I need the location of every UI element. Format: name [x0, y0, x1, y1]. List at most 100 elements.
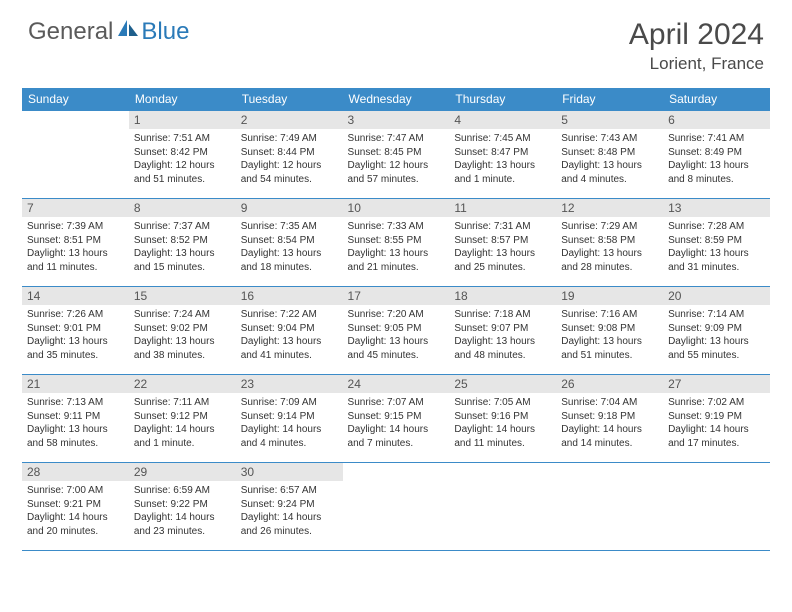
- calendar-day-cell: 10 Sunrise: 7:33 AMSunset: 8:55 PMDayligh…: [343, 199, 450, 287]
- calendar-day-cell: [556, 463, 663, 551]
- calendar-day-cell: 26 Sunrise: 7:04 AMSunset: 9:18 PMDayligh…: [556, 375, 663, 463]
- day-details: Sunrise: 7:26 AMSunset: 9:01 PMDaylight:…: [27, 308, 124, 362]
- brand-sail-icon: [117, 19, 139, 37]
- calendar-day-cell: 18 Sunrise: 7:18 AMSunset: 9:07 PMDayligh…: [449, 287, 556, 375]
- calendar-week-row: 28 Sunrise: 7:00 AMSunset: 9:21 PMDayligh…: [22, 463, 770, 551]
- day-number: 27: [663, 375, 770, 393]
- calendar-day-cell: 2 Sunrise: 7:49 AMSunset: 8:44 PMDaylight…: [236, 111, 343, 199]
- day-details: Sunrise: 7:09 AMSunset: 9:14 PMDaylight:…: [241, 396, 338, 450]
- calendar-week-row: 14Sunrise: 7:26 AMSunset: 9:01 PMDayligh…: [22, 287, 770, 375]
- calendar-day-cell: 12 Sunrise: 7:29 AMSunset: 8:58 PMDayligh…: [556, 199, 663, 287]
- day-details: Sunrise: 7:28 AMSunset: 8:59 PMDaylight:…: [668, 220, 765, 274]
- calendar-day-cell: 17Sunrise: 7:20 AMSunset: 9:05 PMDayligh…: [343, 287, 450, 375]
- calendar-body: 1 Sunrise: 7:51 AMSunset: 8:42 PMDaylight…: [22, 111, 770, 551]
- day-number: 28: [22, 463, 129, 481]
- calendar-day-cell: 27 Sunrise: 7:02 AMSunset: 9:19 PMDayligh…: [663, 375, 770, 463]
- day-details: Sunrise: 7:33 AMSunset: 8:55 PMDaylight:…: [348, 220, 445, 274]
- day-details: Sunrise: 7:43 AMSunset: 8:48 PMDaylight:…: [561, 132, 658, 186]
- day-number: 26: [556, 375, 663, 393]
- day-details: Sunrise: 7:37 AMSunset: 8:52 PMDaylight:…: [134, 220, 231, 274]
- day-details: Sunrise: 7:41 AMSunset: 8:49 PMDaylight:…: [668, 132, 765, 186]
- calendar-day-cell: [22, 111, 129, 199]
- calendar-day-cell: 25 Sunrise: 7:05 AMSunset: 9:16 PMDayligh…: [449, 375, 556, 463]
- day-details: Sunrise: 7:47 AMSunset: 8:45 PMDaylight:…: [348, 132, 445, 186]
- day-details: Sunrise: 7:49 AMSunset: 8:44 PMDaylight:…: [241, 132, 338, 186]
- calendar-day-cell: 19Sunrise: 7:16 AMSunset: 9:08 PMDayligh…: [556, 287, 663, 375]
- brand-text-2: Blue: [141, 18, 189, 46]
- day-number: 24: [343, 375, 450, 393]
- day-details: Sunrise: 7:13 AMSunset: 9:11 PMDaylight:…: [27, 396, 124, 450]
- calendar-day-cell: 24 Sunrise: 7:07 AMSunset: 9:15 PMDayligh…: [343, 375, 450, 463]
- weekday-header: Monday: [129, 88, 236, 111]
- calendar-day-cell: 8 Sunrise: 7:37 AMSunset: 8:52 PMDaylight…: [129, 199, 236, 287]
- day-number: 2: [236, 111, 343, 129]
- header: General Blue April 2024 Lorient, France: [0, 0, 792, 82]
- day-details: Sunrise: 7:07 AMSunset: 9:15 PMDaylight:…: [348, 396, 445, 450]
- day-number: 23: [236, 375, 343, 393]
- day-number: 10: [343, 199, 450, 217]
- weekday-header: Tuesday: [236, 88, 343, 111]
- calendar-day-cell: [343, 463, 450, 551]
- brand-logo: General Blue: [28, 18, 189, 46]
- calendar-day-cell: 15Sunrise: 7:24 AMSunset: 9:02 PMDayligh…: [129, 287, 236, 375]
- weekday-header: Saturday: [663, 88, 770, 111]
- day-number: 3: [343, 111, 450, 129]
- day-number: 11: [449, 199, 556, 217]
- day-details: Sunrise: 7:51 AMSunset: 8:42 PMDaylight:…: [134, 132, 231, 186]
- day-details: Sunrise: 7:00 AMSunset: 9:21 PMDaylight:…: [27, 484, 124, 538]
- weekday-header: Wednesday: [343, 88, 450, 111]
- day-number: 22: [129, 375, 236, 393]
- calendar-day-cell: [449, 463, 556, 551]
- day-number: 9: [236, 199, 343, 217]
- calendar-day-cell: 30 Sunrise: 6:57 AMSunset: 9:24 PMDayligh…: [236, 463, 343, 551]
- day-number: 7: [22, 199, 129, 217]
- calendar-day-cell: 14Sunrise: 7:26 AMSunset: 9:01 PMDayligh…: [22, 287, 129, 375]
- day-number: 8: [129, 199, 236, 217]
- day-details: Sunrise: 7:14 AMSunset: 9:09 PMDaylight:…: [668, 308, 765, 362]
- calendar-day-cell: 7 Sunrise: 7:39 AMSunset: 8:51 PMDaylight…: [22, 199, 129, 287]
- calendar-day-cell: 22Sunrise: 7:11 AMSunset: 9:12 PMDayligh…: [129, 375, 236, 463]
- calendar-week-row: 21Sunrise: 7:13 AMSunset: 9:11 PMDayligh…: [22, 375, 770, 463]
- day-details: Sunrise: 7:35 AMSunset: 8:54 PMDaylight:…: [241, 220, 338, 274]
- day-details: Sunrise: 7:22 AMSunset: 9:04 PMDaylight:…: [241, 308, 338, 362]
- day-number: 20: [663, 287, 770, 305]
- calendar-day-cell: 20 Sunrise: 7:14 AMSunset: 9:09 PMDayligh…: [663, 287, 770, 375]
- day-number: 1: [129, 111, 236, 129]
- day-details: Sunrise: 7:05 AMSunset: 9:16 PMDaylight:…: [454, 396, 551, 450]
- calendar-table: Sunday Monday Tuesday Wednesday Thursday…: [22, 88, 770, 551]
- calendar-day-cell: 23 Sunrise: 7:09 AMSunset: 9:14 PMDayligh…: [236, 375, 343, 463]
- weekday-header: Thursday: [449, 88, 556, 111]
- weekday-header: Sunday: [22, 88, 129, 111]
- day-details: Sunrise: 7:02 AMSunset: 9:19 PMDaylight:…: [668, 396, 765, 450]
- calendar-day-cell: 16 Sunrise: 7:22 AMSunset: 9:04 PMDayligh…: [236, 287, 343, 375]
- day-details: Sunrise: 6:57 AMSunset: 9:24 PMDaylight:…: [241, 484, 338, 538]
- calendar-day-cell: 1 Sunrise: 7:51 AMSunset: 8:42 PMDaylight…: [129, 111, 236, 199]
- calendar-day-cell: 28 Sunrise: 7:00 AMSunset: 9:21 PMDayligh…: [22, 463, 129, 551]
- day-number: 25: [449, 375, 556, 393]
- day-details: Sunrise: 7:20 AMSunset: 9:05 PMDaylight:…: [348, 308, 445, 362]
- day-details: Sunrise: 6:59 AMSunset: 9:22 PMDaylight:…: [134, 484, 231, 538]
- day-number: 5: [556, 111, 663, 129]
- day-number: 12: [556, 199, 663, 217]
- calendar-week-row: 7 Sunrise: 7:39 AMSunset: 8:51 PMDaylight…: [22, 199, 770, 287]
- calendar-day-cell: 3 Sunrise: 7:47 AMSunset: 8:45 PMDaylight…: [343, 111, 450, 199]
- day-details: Sunrise: 7:16 AMSunset: 9:08 PMDaylight:…: [561, 308, 658, 362]
- day-number: 16: [236, 287, 343, 305]
- location-label: Lorient, France: [629, 54, 764, 74]
- day-details: Sunrise: 7:18 AMSunset: 9:07 PMDaylight:…: [454, 308, 551, 362]
- day-details: Sunrise: 7:31 AMSunset: 8:57 PMDaylight:…: [454, 220, 551, 274]
- day-details: Sunrise: 7:29 AMSunset: 8:58 PMDaylight:…: [561, 220, 658, 274]
- calendar-day-cell: 4Sunrise: 7:45 AMSunset: 8:47 PMDaylight…: [449, 111, 556, 199]
- title-block: April 2024 Lorient, France: [629, 18, 764, 74]
- calendar-week-row: 1 Sunrise: 7:51 AMSunset: 8:42 PMDaylight…: [22, 111, 770, 199]
- calendar-day-cell: 5 Sunrise: 7:43 AMSunset: 8:48 PMDaylight…: [556, 111, 663, 199]
- day-details: Sunrise: 7:45 AMSunset: 8:47 PMDaylight:…: [454, 132, 551, 186]
- day-number: 30: [236, 463, 343, 481]
- day-number: 18: [449, 287, 556, 305]
- day-details: Sunrise: 7:04 AMSunset: 9:18 PMDaylight:…: [561, 396, 658, 450]
- calendar-day-cell: 11 Sunrise: 7:31 AMSunset: 8:57 PMDayligh…: [449, 199, 556, 287]
- calendar-day-cell: 21Sunrise: 7:13 AMSunset: 9:11 PMDayligh…: [22, 375, 129, 463]
- day-number: 15: [129, 287, 236, 305]
- day-details: Sunrise: 7:39 AMSunset: 8:51 PMDaylight:…: [27, 220, 124, 274]
- brand-text-1: General: [28, 18, 113, 46]
